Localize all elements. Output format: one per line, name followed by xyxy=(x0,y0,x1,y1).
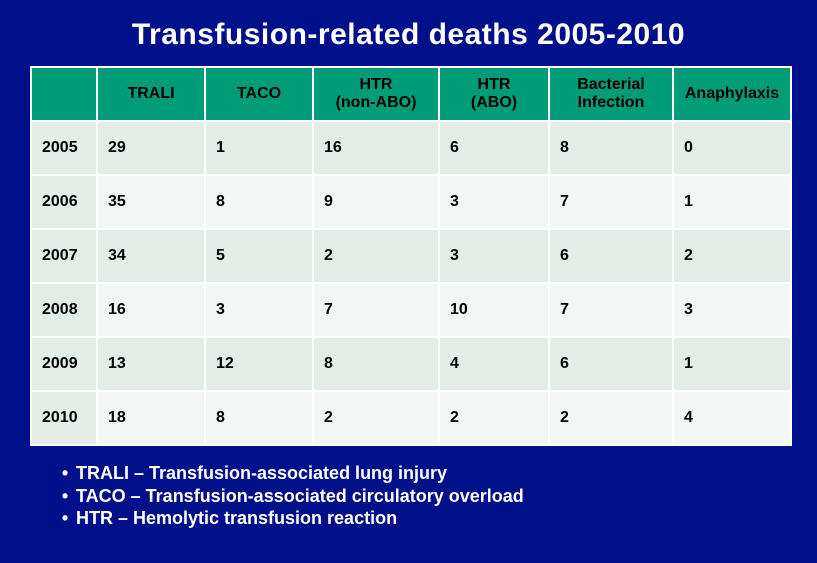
data-cell: 0 xyxy=(673,121,791,175)
data-cell: 2 xyxy=(673,229,791,283)
header-htr: HTR(ABO) xyxy=(439,67,549,121)
data-cell: 1 xyxy=(205,121,313,175)
data-cell: 6 xyxy=(439,121,549,175)
data-cell: 2 xyxy=(439,391,549,445)
year-cell: 2005 xyxy=(31,121,97,175)
data-cell: 13 xyxy=(97,337,205,391)
data-cell: 5 xyxy=(205,229,313,283)
deaths-table: TRALITACOHTR(non-ABO)HTR(ABO)BacterialIn… xyxy=(30,66,792,446)
slide-title: Transfusion-related deaths 2005-2010 xyxy=(30,18,787,52)
data-cell: 3 xyxy=(673,283,791,337)
data-cell: 4 xyxy=(439,337,549,391)
year-cell: 2008 xyxy=(31,283,97,337)
data-cell: 6 xyxy=(549,337,673,391)
year-cell: 2007 xyxy=(31,229,97,283)
header-year xyxy=(31,67,97,121)
table-header-row: TRALITACOHTR(non-ABO)HTR(ABO)BacterialIn… xyxy=(31,67,791,121)
data-cell: 7 xyxy=(313,283,439,337)
table-row: 200913128461 xyxy=(31,337,791,391)
data-cell: 18 xyxy=(97,391,205,445)
data-cell: 2 xyxy=(313,391,439,445)
header-htr: HTR(non-ABO) xyxy=(313,67,439,121)
year-cell: 2006 xyxy=(31,175,97,229)
data-cell: 8 xyxy=(549,121,673,175)
data-cell: 3 xyxy=(439,175,549,229)
data-cell: 8 xyxy=(313,337,439,391)
data-cell: 1 xyxy=(673,337,791,391)
data-cell: 7 xyxy=(549,283,673,337)
data-cell: 4 xyxy=(673,391,791,445)
data-cell: 2 xyxy=(313,229,439,283)
data-cell: 3 xyxy=(439,229,549,283)
data-cell: 8 xyxy=(205,175,313,229)
data-cell: 16 xyxy=(313,121,439,175)
table-row: 20073452362 xyxy=(31,229,791,283)
header-bacterial: BacterialInfection xyxy=(549,67,673,121)
data-cell: 35 xyxy=(97,175,205,229)
footnote-item: TRALI – Transfusion-associated lung inju… xyxy=(54,462,787,485)
data-cell: 2 xyxy=(549,391,673,445)
footnotes: TRALI – Transfusion-associated lung inju… xyxy=(30,462,787,530)
footnote-item: TACO – Transfusion-associated circulator… xyxy=(54,485,787,508)
data-cell: 16 xyxy=(97,283,205,337)
table-body: 2005291166802006358937120073452362200816… xyxy=(31,121,791,445)
year-cell: 2009 xyxy=(31,337,97,391)
data-cell: 6 xyxy=(549,229,673,283)
year-cell: 2010 xyxy=(31,391,97,445)
slide: Transfusion-related deaths 2005-2010 TRA… xyxy=(0,0,817,563)
data-cell: 7 xyxy=(549,175,673,229)
data-cell: 1 xyxy=(673,175,791,229)
header-trali: TRALI xyxy=(97,67,205,121)
data-cell: 34 xyxy=(97,229,205,283)
footnote-item: HTR – Hemolytic transfusion reaction xyxy=(54,507,787,530)
table-row: 20063589371 xyxy=(31,175,791,229)
data-cell: 9 xyxy=(313,175,439,229)
data-cell: 29 xyxy=(97,121,205,175)
table-row: 20101882224 xyxy=(31,391,791,445)
data-cell: 12 xyxy=(205,337,313,391)
data-cell: 8 xyxy=(205,391,313,445)
table-row: 200529116680 xyxy=(31,121,791,175)
header-anaphylaxis: Anaphylaxis xyxy=(673,67,791,121)
data-cell: 3 xyxy=(205,283,313,337)
table-row: 200816371073 xyxy=(31,283,791,337)
data-cell: 10 xyxy=(439,283,549,337)
header-taco: TACO xyxy=(205,67,313,121)
